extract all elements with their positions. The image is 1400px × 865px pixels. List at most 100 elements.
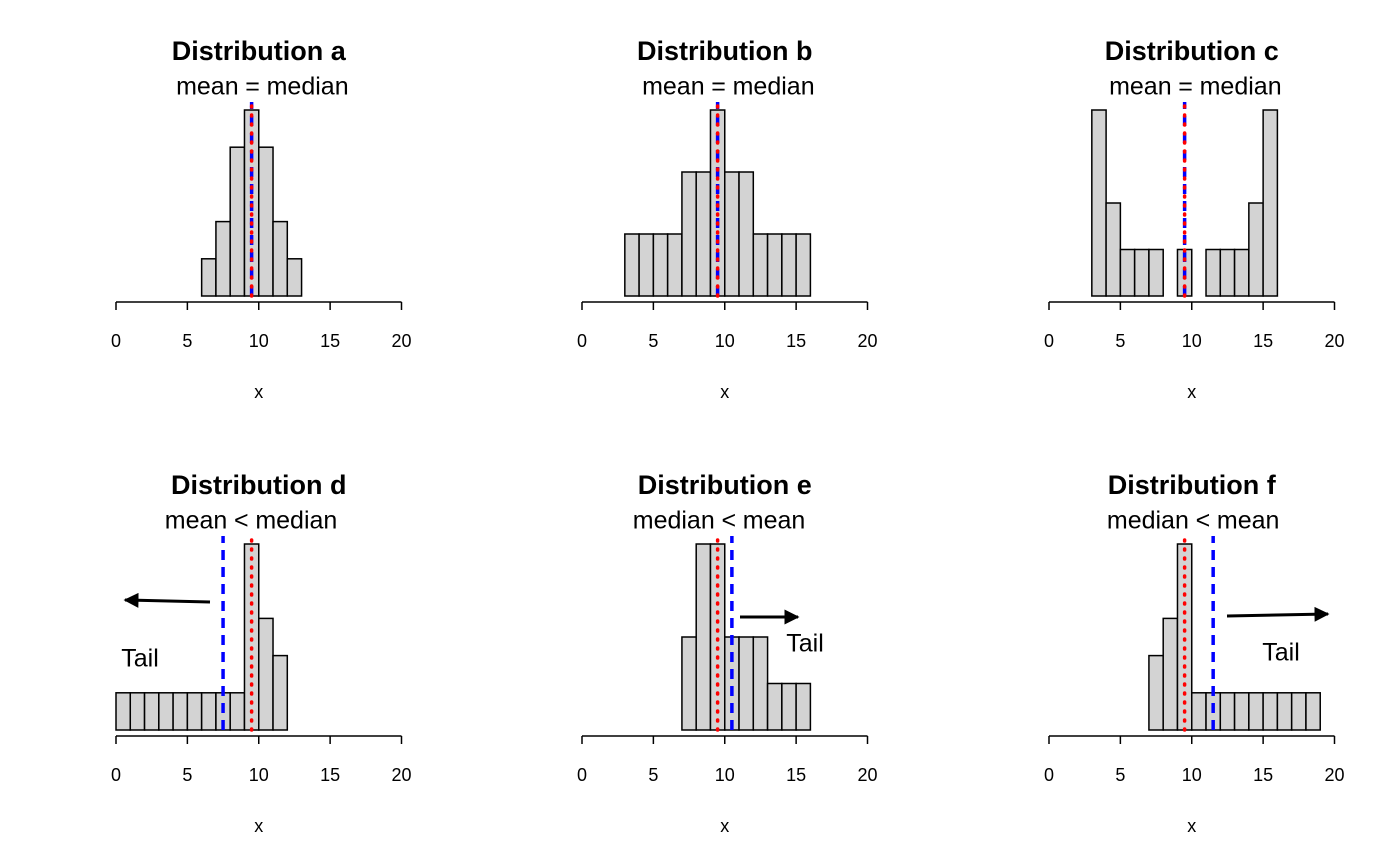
tail-arrow bbox=[1226, 606, 1330, 622]
bar bbox=[1290, 692, 1307, 731]
panel-title: Distribution a bbox=[172, 36, 347, 66]
line-label: mean bbox=[1109, 73, 1172, 101]
bar bbox=[143, 692, 160, 731]
tail-label: Tail bbox=[121, 645, 159, 673]
x-tick-label: 15 bbox=[320, 765, 340, 785]
x-tick-label: 20 bbox=[1324, 331, 1344, 351]
x-tick-label: 15 bbox=[786, 331, 806, 351]
bar bbox=[752, 233, 769, 297]
bar bbox=[752, 636, 769, 731]
x-tick-label: 10 bbox=[715, 331, 735, 351]
relation: < bbox=[721, 507, 736, 535]
x-tick-label: 5 bbox=[1115, 765, 1125, 785]
x-tick-label: 5 bbox=[648, 765, 658, 785]
relation: = bbox=[1178, 73, 1193, 101]
x-tick-label: 0 bbox=[111, 331, 121, 351]
tail-label: Tail bbox=[1262, 639, 1300, 667]
line-label: mean bbox=[743, 507, 806, 535]
x-tick-label: 10 bbox=[1182, 331, 1202, 351]
x-tick-label: 0 bbox=[577, 331, 587, 351]
relation: = bbox=[245, 73, 260, 101]
line-label: median bbox=[267, 73, 349, 101]
bar bbox=[724, 636, 740, 731]
bar bbox=[200, 692, 217, 731]
bar bbox=[795, 233, 812, 297]
x-tick-label: 20 bbox=[857, 765, 877, 785]
bar bbox=[781, 233, 797, 297]
bar bbox=[115, 692, 132, 731]
bar bbox=[172, 692, 189, 731]
x-tick-label: 15 bbox=[786, 765, 806, 785]
bar bbox=[272, 654, 289, 731]
bar bbox=[258, 617, 274, 731]
bar bbox=[158, 692, 174, 731]
panel-title: Distribution d bbox=[171, 470, 346, 500]
bar bbox=[624, 233, 640, 297]
line-label: median bbox=[255, 507, 337, 535]
bar bbox=[1148, 248, 1164, 297]
x-tick-label: 20 bbox=[391, 331, 411, 351]
bar bbox=[1248, 202, 1264, 297]
x-tick-label: 5 bbox=[648, 331, 658, 351]
bar bbox=[695, 171, 712, 297]
bar bbox=[766, 233, 783, 297]
line-label: median bbox=[1200, 73, 1282, 101]
bar bbox=[1105, 202, 1122, 297]
line-label: mean bbox=[176, 73, 239, 101]
x-tick-label: 15 bbox=[320, 331, 340, 351]
bar bbox=[738, 171, 755, 297]
x-tick-label: 10 bbox=[249, 765, 269, 785]
bar bbox=[1119, 248, 1136, 297]
x-tick-label: 0 bbox=[1044, 765, 1054, 785]
bar bbox=[1219, 248, 1236, 297]
bar bbox=[186, 692, 203, 731]
panel-title: Distribution c bbox=[1105, 36, 1279, 66]
bar bbox=[666, 233, 683, 297]
x-tick-label: 15 bbox=[1253, 765, 1273, 785]
x-axis-label: x bbox=[254, 816, 263, 836]
tail-label: Tail bbox=[786, 630, 824, 658]
relation: < bbox=[234, 507, 249, 535]
x-tick-label: 5 bbox=[182, 765, 192, 785]
x-tick-label: 15 bbox=[1253, 331, 1273, 351]
bar bbox=[1133, 248, 1150, 297]
x-tick-label: 10 bbox=[249, 331, 269, 351]
x-axis-label: x bbox=[254, 382, 263, 402]
bar bbox=[1262, 692, 1279, 731]
line-label: median bbox=[633, 507, 715, 535]
bar bbox=[781, 682, 797, 731]
x-tick-label: 10 bbox=[715, 765, 735, 785]
bar bbox=[1191, 692, 1207, 731]
x-tick-label: 5 bbox=[1115, 331, 1125, 351]
bar bbox=[1276, 692, 1293, 731]
x-axis-label: x bbox=[720, 382, 729, 402]
bar bbox=[229, 146, 246, 297]
panel-title: Distribution f bbox=[1108, 470, 1277, 500]
x-tick-label: 10 bbox=[1182, 765, 1202, 785]
panel-title: Distribution b bbox=[637, 36, 812, 66]
bar bbox=[1248, 692, 1264, 731]
bar bbox=[286, 258, 303, 297]
bar bbox=[738, 636, 755, 731]
x-tick-label: 0 bbox=[111, 765, 121, 785]
bar bbox=[695, 543, 712, 731]
bar bbox=[272, 220, 289, 297]
tail-arrow bbox=[123, 592, 211, 608]
line-label: mean bbox=[642, 73, 705, 101]
bar bbox=[1205, 248, 1222, 297]
relation: = bbox=[711, 73, 726, 101]
bar bbox=[1305, 692, 1321, 731]
line-label: median bbox=[1107, 507, 1189, 535]
bar bbox=[1091, 109, 1107, 297]
bar bbox=[229, 692, 246, 731]
relation: < bbox=[1196, 507, 1211, 535]
x-axis-label: x bbox=[1187, 816, 1196, 836]
bar bbox=[200, 258, 217, 297]
bar bbox=[652, 233, 669, 297]
bar bbox=[258, 146, 274, 297]
x-axis-label: x bbox=[720, 816, 729, 836]
bar bbox=[129, 692, 146, 731]
line-label: median bbox=[733, 73, 815, 101]
bar bbox=[1162, 617, 1179, 731]
x-tick-label: 20 bbox=[1324, 765, 1344, 785]
